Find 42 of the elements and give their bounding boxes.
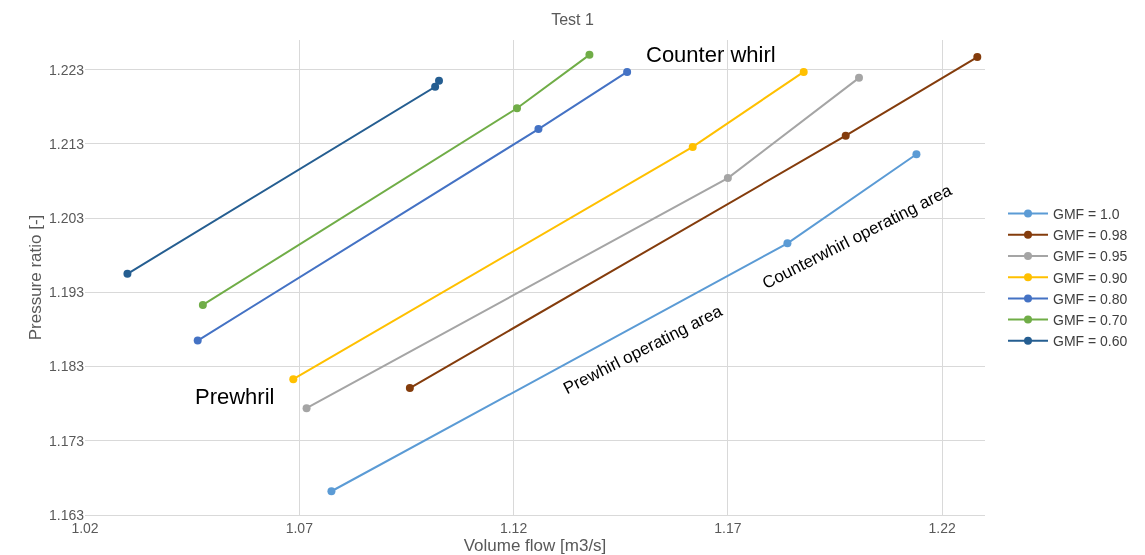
legend-label: GMF = 0.98	[1053, 227, 1128, 244]
point	[723, 174, 732, 183]
point	[841, 131, 850, 140]
point	[198, 300, 207, 309]
point	[688, 142, 697, 151]
point	[585, 50, 594, 59]
point	[623, 67, 632, 76]
point	[435, 76, 443, 85]
x-tick-label: 1.22	[928, 519, 956, 536]
legend-label: GMF = 0.95	[1053, 248, 1128, 265]
point	[855, 73, 863, 82]
legend-label: GMF = 0.70	[1053, 312, 1128, 329]
point	[193, 336, 202, 345]
point	[405, 384, 414, 393]
legend-label: GMF = 0.90	[1053, 269, 1128, 286]
point	[912, 150, 921, 159]
y-tick-label: 1.183	[48, 358, 85, 375]
x-tick-label: 1.07	[285, 519, 314, 536]
point	[534, 125, 543, 134]
y-tick-label: 1.203	[48, 210, 85, 227]
point	[289, 375, 298, 384]
y-tick-label: 1.213	[48, 135, 85, 152]
chart-title: Test 1	[551, 11, 594, 29]
x-axis-title: Volume flow [m3/s]	[463, 535, 607, 555]
y-tick-label: 1.193	[48, 284, 85, 301]
point	[302, 404, 311, 413]
legend-label: GMF = 0.80	[1053, 290, 1128, 307]
point	[123, 269, 132, 278]
point	[327, 487, 336, 496]
y-tick-label: 1.223	[48, 61, 85, 78]
annotation: Prewhril	[195, 384, 275, 409]
y-tick-label: 1.173	[48, 432, 85, 449]
y-axis-title: Pressure ratio [-]	[26, 214, 45, 341]
point	[431, 82, 440, 91]
x-tick-label: 1.12	[499, 519, 528, 536]
x-tick-label: 1.17	[714, 519, 742, 536]
legend-label: GMF = 1.0	[1053, 206, 1120, 223]
point	[513, 104, 521, 113]
legend-label: GMF = 0.60	[1053, 333, 1128, 350]
point	[799, 67, 808, 76]
point	[973, 53, 982, 62]
annotation: Counter whirl	[646, 42, 776, 67]
